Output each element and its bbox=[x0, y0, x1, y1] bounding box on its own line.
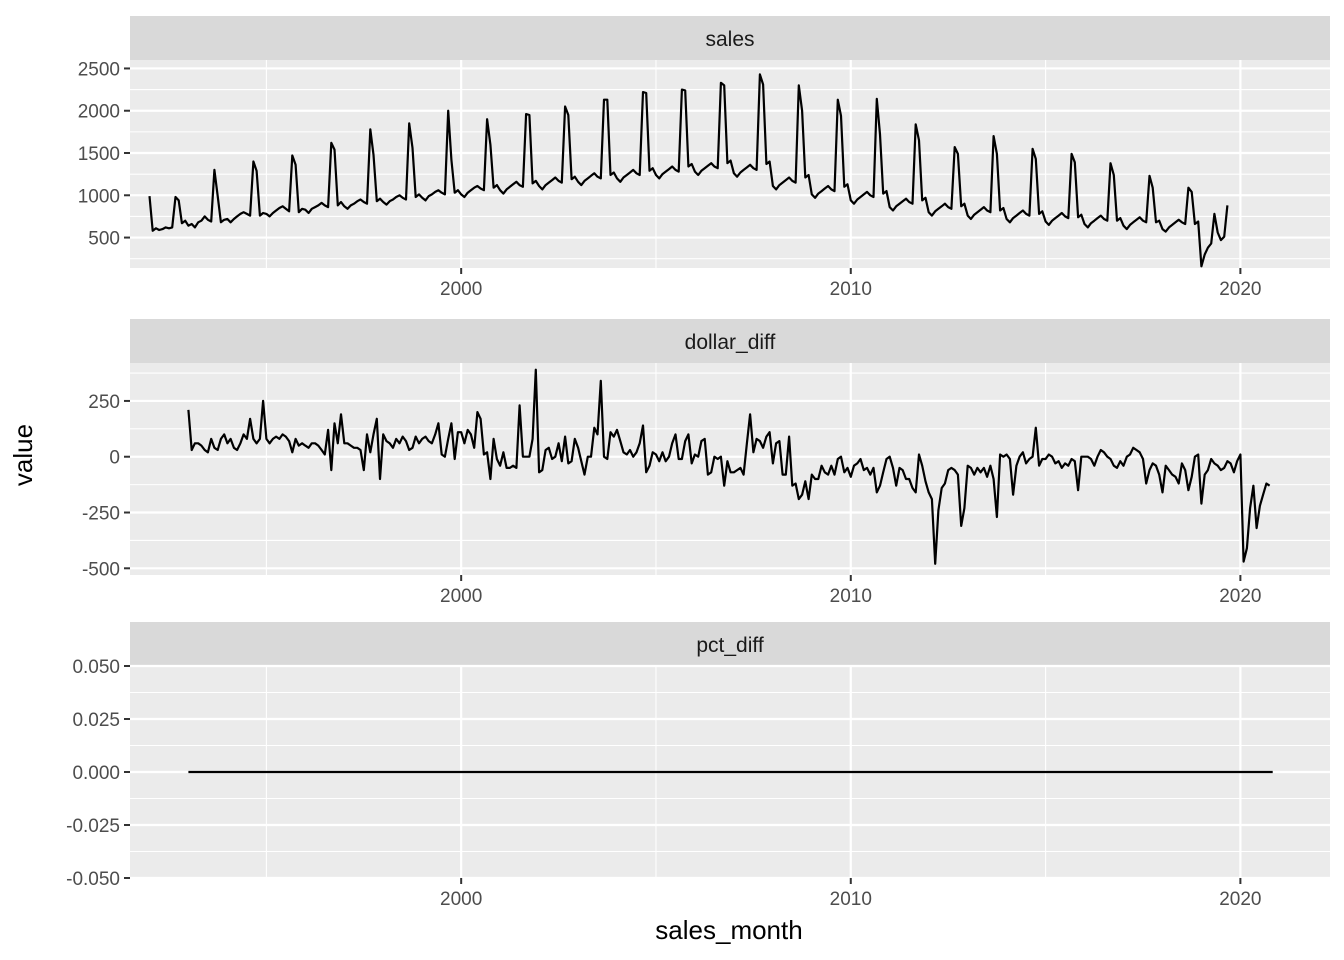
strip-pct_diff bbox=[130, 622, 1330, 666]
x-tick-label: 2000 bbox=[440, 586, 482, 607]
strip-sales bbox=[130, 16, 1330, 60]
strip-label-sales: sales bbox=[705, 28, 754, 51]
x-tick-label: 2000 bbox=[440, 889, 482, 910]
strip-label-pct_diff: pct_diff bbox=[696, 634, 763, 657]
x-tick-label: 2000 bbox=[440, 279, 482, 300]
panel-sales: sales 500 1000 1500 2000 2500 2000 2010 2020 bbox=[78, 16, 1330, 300]
y-tick-label: 0.000 bbox=[72, 763, 120, 784]
x-tick-label: 2010 bbox=[830, 586, 872, 607]
panel-pct_diff: pct_diff -0.050 -0.025 0.000 0.025 0.050 2000 2… bbox=[66, 622, 1330, 910]
y-tick-label: 500 bbox=[88, 229, 120, 250]
x-tick-label: 2010 bbox=[830, 889, 872, 910]
series-line-dollar_diff bbox=[187, 368, 1271, 565]
y-tick-label: -500 bbox=[82, 559, 120, 580]
x-tick-label: 2010 bbox=[830, 279, 872, 300]
x-tick-label: 2020 bbox=[1219, 586, 1261, 607]
y-tick-label: 0.025 bbox=[72, 710, 120, 731]
y-tick-label: 1000 bbox=[78, 186, 120, 207]
x-tick-label: 2020 bbox=[1219, 889, 1261, 910]
series-line-sales bbox=[148, 73, 1229, 268]
y-tick-label: 2500 bbox=[78, 59, 120, 80]
y-tick-label: 1500 bbox=[78, 144, 120, 165]
y-tick-label: 2000 bbox=[78, 102, 120, 123]
y-tick-label: 0.050 bbox=[72, 657, 120, 678]
y-axis-title: value bbox=[8, 424, 38, 486]
y-tick-label: -0.025 bbox=[66, 816, 120, 837]
x-axis-title: sales_month bbox=[655, 915, 802, 945]
y-tick-label: -0.050 bbox=[66, 869, 120, 890]
y-tick-label: 0 bbox=[109, 448, 120, 469]
panel-dollar_diff: dollar_diff -500 -250 0 250 2000 2010 2020 bbox=[82, 319, 1330, 607]
strip-dollar_diff bbox=[130, 319, 1330, 363]
y-tick-label: 250 bbox=[88, 392, 120, 413]
y-tick-label: -250 bbox=[82, 504, 120, 525]
strip-label-dollar_diff: dollar_diff bbox=[685, 331, 776, 354]
x-tick-label: 2020 bbox=[1219, 279, 1261, 300]
